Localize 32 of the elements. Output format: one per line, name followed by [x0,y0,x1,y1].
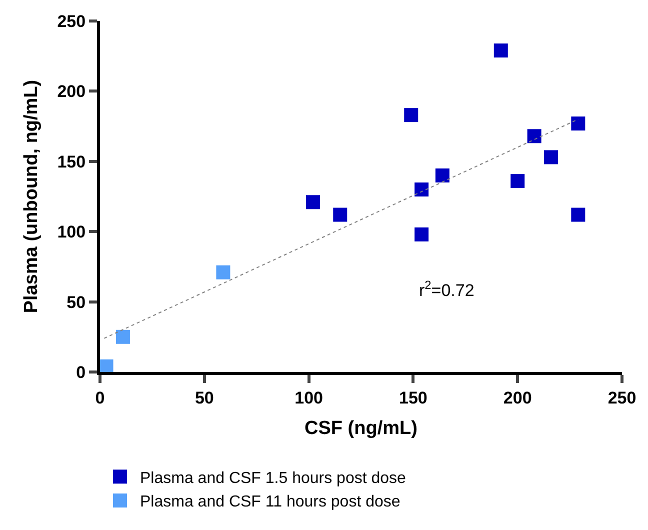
point [333,208,348,222]
point [414,182,429,196]
y-tick-label: 50 [66,292,86,312]
x-tick-label: 250 [608,388,636,408]
x-tick-label: 100 [294,388,323,408]
point [435,168,450,182]
point [510,174,525,188]
point [571,208,586,222]
point [116,330,130,344]
point [414,227,429,242]
y-tick-label: 150 [57,152,86,172]
y-tick-label: 200 [57,82,86,102]
annotation: r$^{2}$=0.72 [419,278,474,300]
point [544,150,558,164]
x-axis-title: CSF (ng/mL) [304,418,418,440]
point [404,108,418,122]
legend-label: Plasma and CSF 11 hours post dose [140,494,400,511]
x-tick-label: 150 [399,388,428,408]
x-tick-label: 0 [95,388,105,408]
point [527,129,542,144]
y-tick-label: 0 [76,362,86,382]
y-axis-title: Plasma (unbound, ng/mL) [21,80,42,314]
point [571,116,586,130]
x-tick-label: 50 [194,388,214,408]
x-tick-label: 200 [503,388,532,408]
y-tick-label: 250 [57,12,86,31]
point [100,359,114,372]
y-tick-label: 100 [57,222,86,242]
point [306,195,320,210]
point [216,265,230,280]
point [494,43,508,58]
legend-label: Plasma and CSF 1.5 hours post dose [140,470,406,487]
